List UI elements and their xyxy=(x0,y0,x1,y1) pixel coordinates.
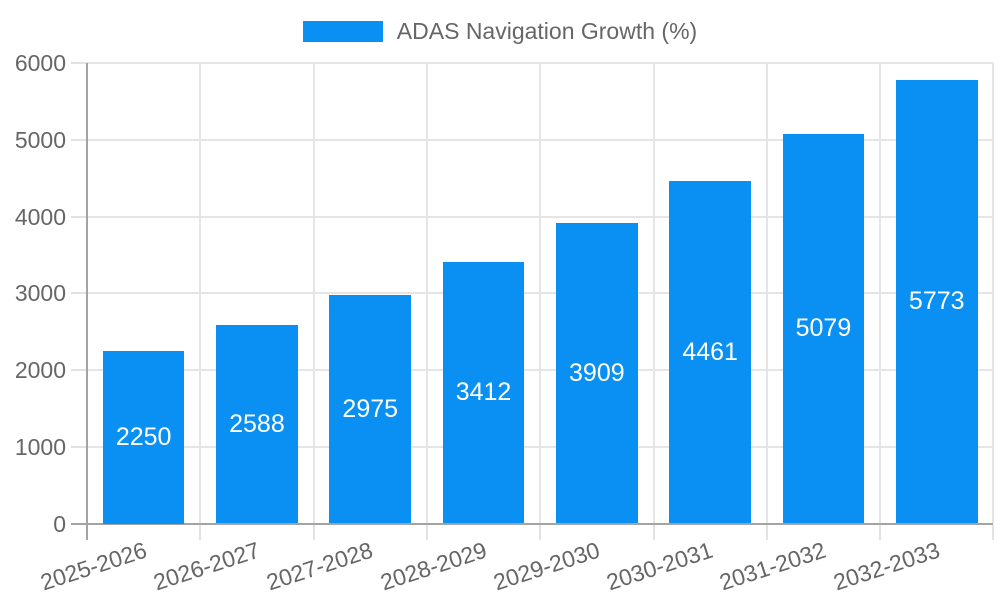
y-axis-label: 0 xyxy=(53,510,66,537)
gridline-vertical xyxy=(652,63,655,524)
bar-value-label: 5773 xyxy=(908,287,965,316)
x-axis-tick xyxy=(539,524,542,540)
gridline-vertical xyxy=(539,63,542,524)
y-axis-label: 2000 xyxy=(14,357,66,383)
gridline-vertical xyxy=(312,63,315,524)
x-axis-label: 2025-2026 xyxy=(36,536,150,596)
bar[interactable]: 2975 xyxy=(329,295,412,524)
bar[interactable]: 3909 xyxy=(556,223,638,524)
y-axis-label: 1000 xyxy=(14,433,66,460)
x-axis-tick xyxy=(765,524,768,540)
bar-value-label: 3909 xyxy=(569,358,625,387)
bar-value-label: 2588 xyxy=(229,409,285,438)
gridline-vertical xyxy=(765,63,768,524)
x-axis-tick xyxy=(312,524,315,540)
bar-value-label: 3412 xyxy=(455,378,512,407)
x-axis-label: 2029-2030 xyxy=(490,536,603,596)
y-axis-tick xyxy=(71,215,87,218)
x-axis-label: 2028-2029 xyxy=(376,536,490,596)
y-axis-tick xyxy=(71,292,87,295)
x-axis-tick xyxy=(992,524,995,540)
y-axis-tick xyxy=(71,369,87,371)
legend-item[interactable]: ADAS Navigation Growth (%) xyxy=(0,18,1000,44)
x-axis-label: 2032-2033 xyxy=(829,536,943,596)
bar[interactable]: 5773 xyxy=(895,80,978,524)
gridline-vertical xyxy=(992,63,995,524)
x-axis-tick xyxy=(652,524,655,540)
bar[interactable]: 2250 xyxy=(102,350,185,524)
gridline-vertical xyxy=(199,63,202,524)
bar-value-label: 2250 xyxy=(115,422,172,451)
gridline-vertical xyxy=(425,63,428,524)
bar[interactable]: 4461 xyxy=(669,181,751,524)
x-axis-label: 2027-2028 xyxy=(263,536,377,596)
bar[interactable]: 2588 xyxy=(216,324,298,524)
y-axis-label: 3000 xyxy=(14,280,66,307)
y-axis-label: 6000 xyxy=(14,50,66,76)
y-axis-label: 5000 xyxy=(14,126,66,153)
bar-value-label: 2975 xyxy=(342,394,399,423)
x-axis-label: 2026-2027 xyxy=(150,536,263,596)
x-axis-line xyxy=(71,522,994,525)
x-axis-label: 2030-2031 xyxy=(603,536,717,596)
x-axis-label: 2031-2032 xyxy=(716,536,830,596)
y-axis-label: 4000 xyxy=(14,203,66,230)
bar[interactable]: 3412 xyxy=(442,261,525,524)
y-axis-tick xyxy=(71,62,87,64)
x-axis-tick xyxy=(425,524,428,540)
legend-swatch xyxy=(302,21,383,42)
x-axis-tick xyxy=(879,524,882,540)
gridline-vertical xyxy=(879,63,882,524)
y-axis-tick xyxy=(71,138,87,141)
x-axis-tick xyxy=(199,524,202,540)
bar-value-label: 5079 xyxy=(795,314,852,343)
y-axis-line xyxy=(86,63,88,540)
bar[interactable]: 5079 xyxy=(782,133,865,524)
bar-value-label: 4461 xyxy=(682,337,738,366)
legend-label: ADAS Navigation Growth (%) xyxy=(396,18,698,44)
y-axis-tick xyxy=(71,445,87,448)
